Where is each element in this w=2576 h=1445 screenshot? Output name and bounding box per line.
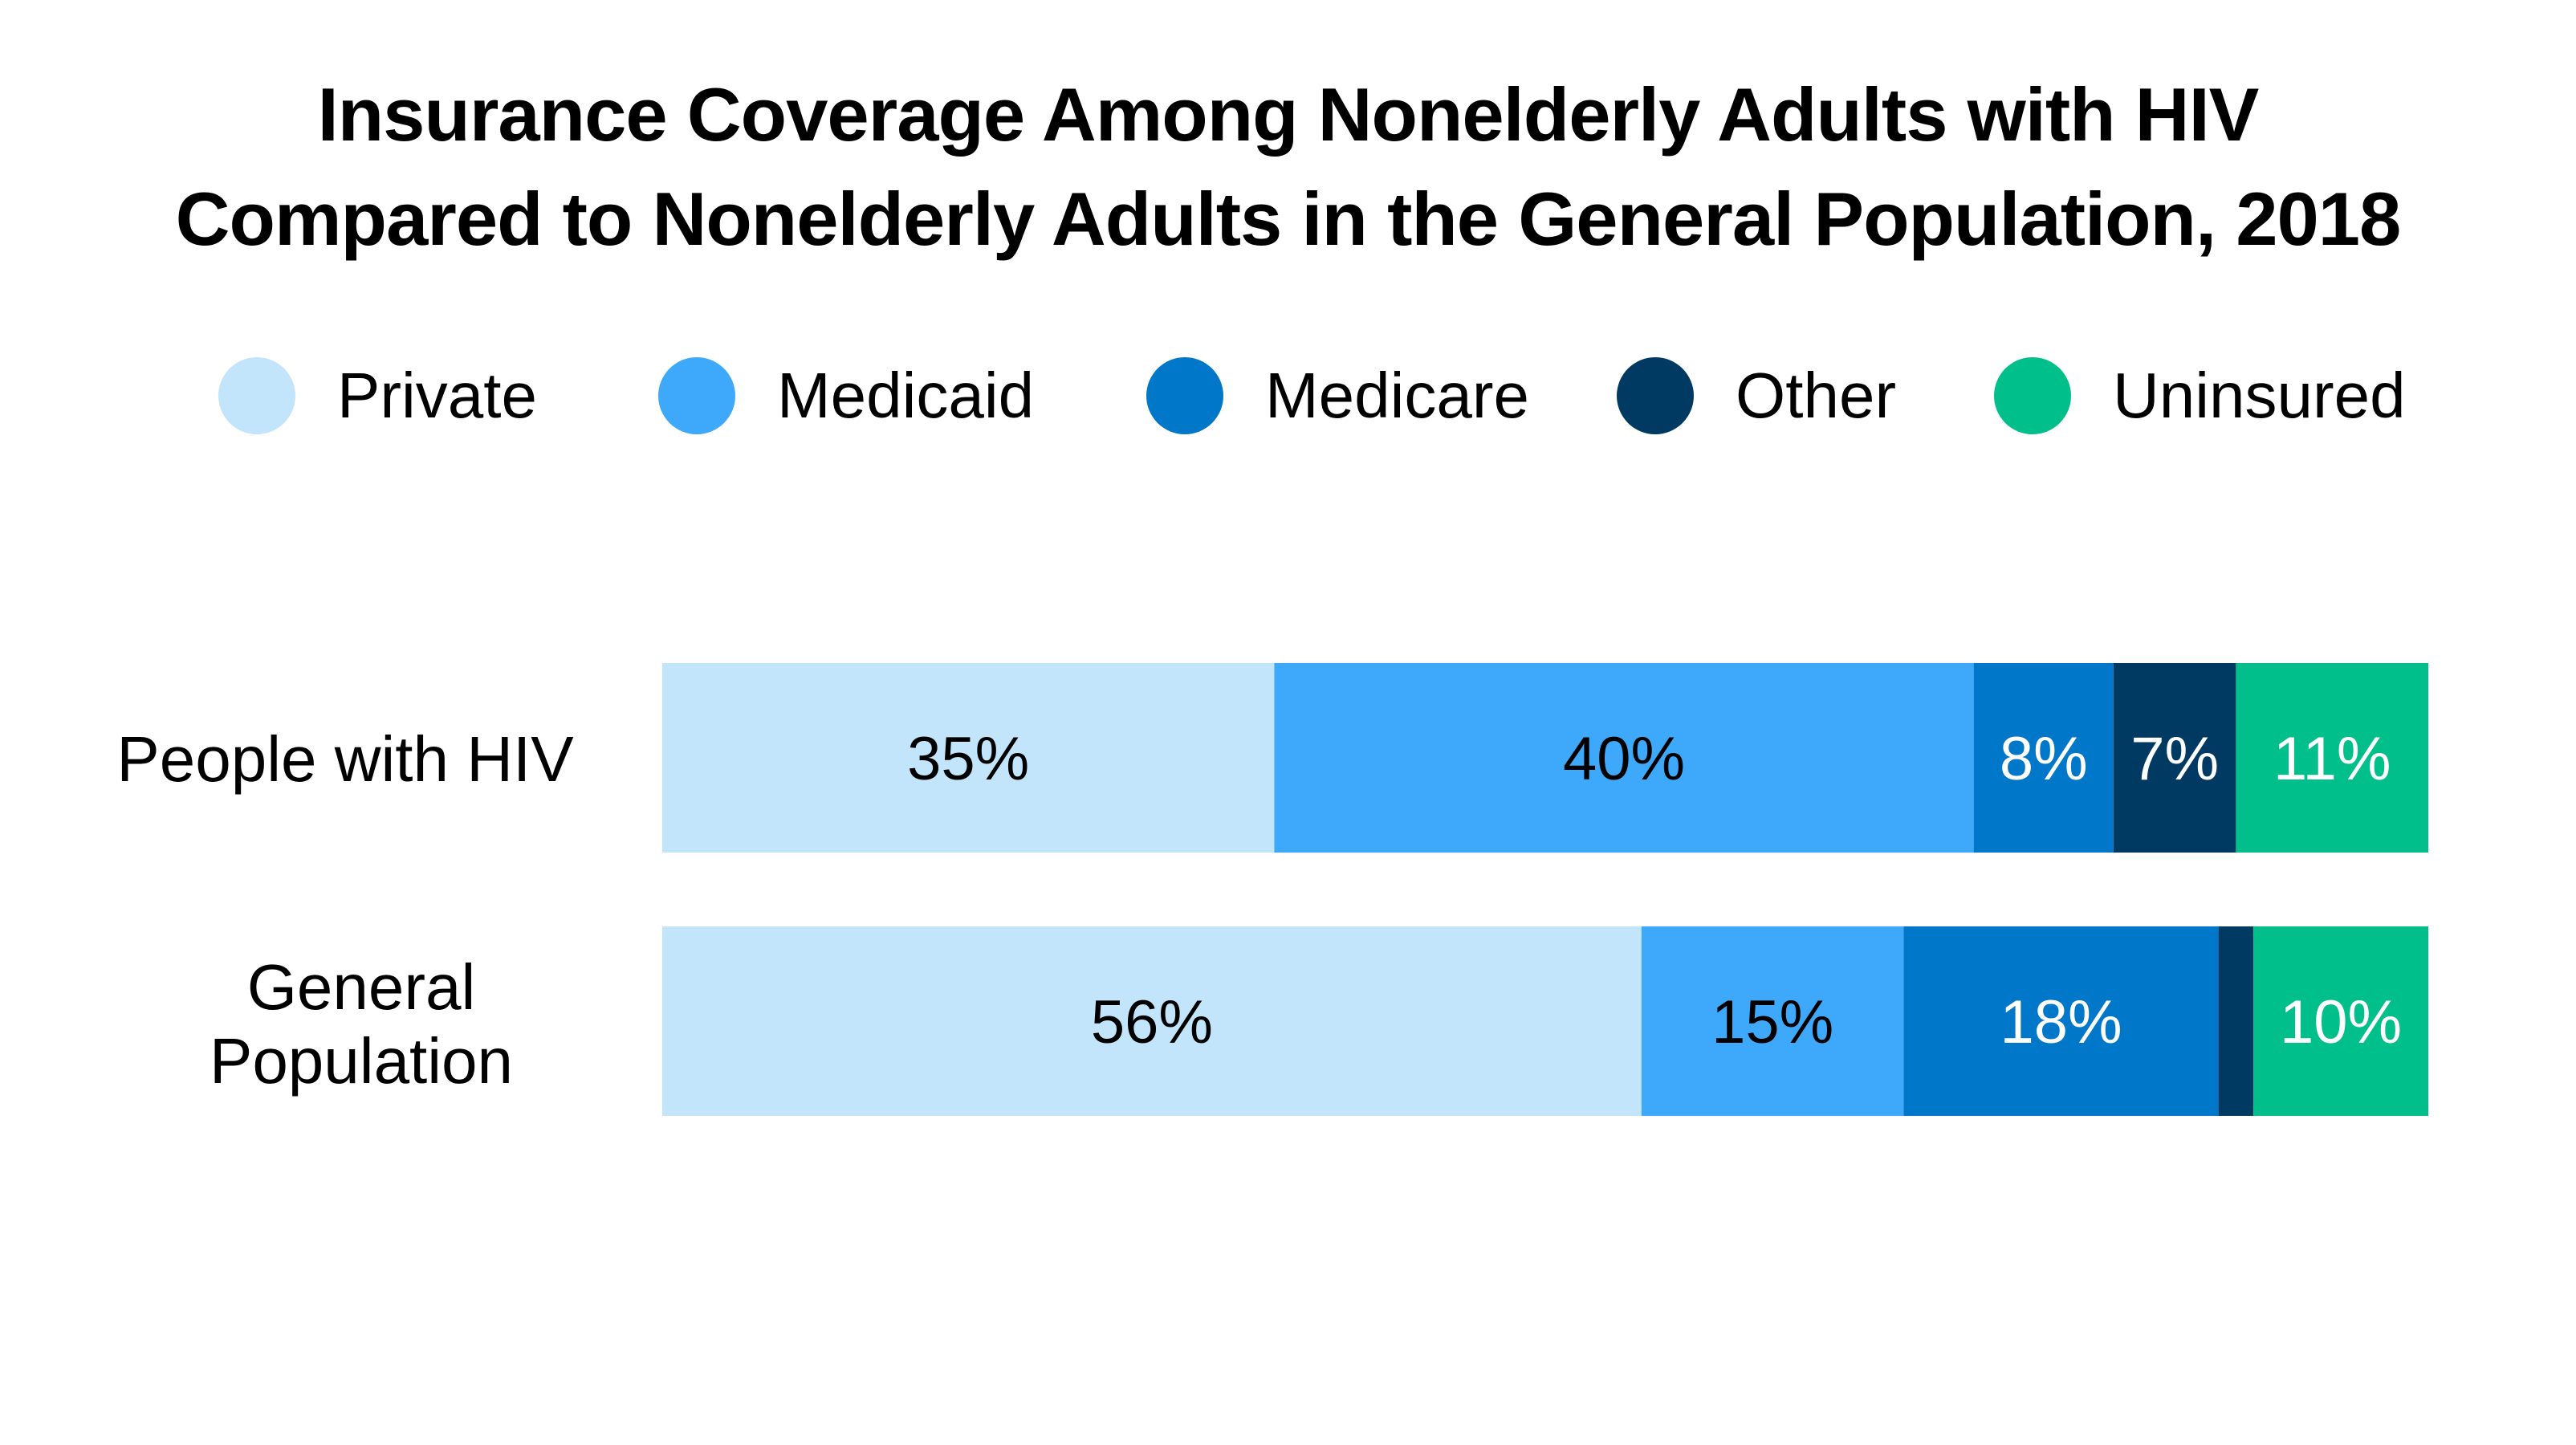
legend-label-private: Private [337, 360, 537, 431]
bar-people-with-hiv-private [662, 663, 1275, 853]
legend-item-medicaid: Medicaid [658, 352, 1034, 440]
legend-item-private: Private [218, 352, 537, 440]
bar-people-with-hiv-uninsured [2236, 663, 2428, 853]
legend-item-medicare: Medicare [1146, 352, 1529, 440]
bar-people-with-hiv-other [2113, 663, 2236, 853]
category-label-general-population-line-2: Population [209, 1025, 514, 1097]
bar-general-population-other [2218, 926, 2254, 1116]
bar-general-population-uninsured [2253, 926, 2428, 1116]
data-label-people-with-hiv-other: 7% [2130, 725, 2219, 793]
data-label-people-with-hiv-medicaid: 40% [1563, 725, 1685, 793]
legend-label-medicare: Medicare [1265, 360, 1530, 431]
bar-people-with-hiv-medicaid [1274, 663, 1974, 853]
data-label-general-population-private: 56% [1091, 988, 1213, 1056]
chart-title-line-2: Compared to Nonelderly Adults in the Gen… [175, 177, 2402, 261]
legend-swatch-uninsured [1994, 357, 2071, 434]
legend-swatch-private [218, 357, 295, 434]
legend-label-other: Other [1736, 360, 1897, 431]
legend-label-uninsured: Uninsured [2113, 360, 2406, 431]
data-label-people-with-hiv-medicare: 8% [2000, 725, 2088, 793]
legend-label-medicaid: Medicaid [777, 360, 1035, 431]
data-label-people-with-hiv-private: 35% [907, 725, 1029, 793]
chart-title-line-1: Insurance Coverage Among Nonelderly Adul… [317, 72, 2260, 157]
legend-swatch-medicare [1146, 357, 1223, 434]
legend-swatch-other [1617, 357, 1694, 434]
chart-title: Insurance Coverage Among Nonelderly Adul… [0, 63, 2576, 271]
data-label-people-with-hiv-uninsured: 11% [2273, 725, 2391, 793]
category-label-general-population: General Population [80, 950, 642, 1098]
data-label-general-population-medicaid: 15% [1711, 988, 1833, 1056]
legend-item-uninsured: Uninsured [1994, 352, 2406, 440]
category-label-general-population-line-1: General [246, 951, 476, 1023]
bar-general-population-medicare [1903, 926, 2219, 1116]
data-label-general-population-uninsured: 10% [2280, 988, 2402, 1056]
legend-item-other: Other [1617, 352, 1896, 440]
category-label-people-with-hiv: People with HIV [80, 722, 610, 796]
chart-legend: Private Medicaid Medicare Other Uninsure… [0, 352, 2576, 440]
bar-general-population-private [662, 926, 1642, 1116]
legend-swatch-medicaid [658, 357, 735, 434]
bar-general-population-medicaid [1641, 926, 1904, 1116]
data-label-general-population-medicare: 18% [2000, 988, 2122, 1056]
bar-people-with-hiv-medicare [1973, 663, 2114, 853]
category-label-people-with-hiv-text: People with HIV [116, 723, 574, 795]
